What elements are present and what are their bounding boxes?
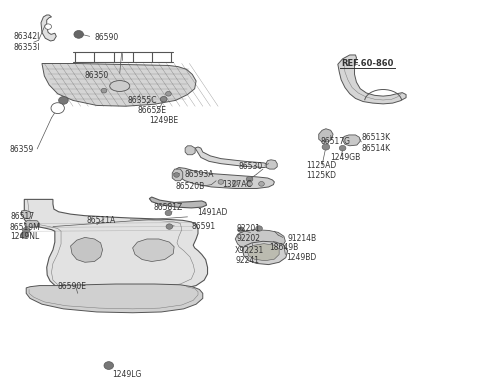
Text: 86591: 86591 [192, 222, 216, 231]
Circle shape [166, 91, 171, 96]
Polygon shape [24, 199, 207, 292]
Circle shape [174, 172, 180, 177]
Text: 86350: 86350 [85, 71, 109, 80]
Circle shape [23, 227, 30, 233]
Text: 86593A: 86593A [184, 170, 214, 179]
Polygon shape [185, 146, 195, 155]
Text: 86517G: 86517G [320, 137, 350, 146]
Text: 86590E: 86590E [58, 282, 87, 291]
Polygon shape [242, 241, 288, 265]
Text: 86519M: 86519M [10, 223, 41, 232]
Text: REF.60-860: REF.60-860 [341, 59, 394, 68]
Circle shape [256, 226, 263, 231]
Text: 1249NL: 1249NL [10, 232, 39, 241]
Text: 18649B: 18649B [270, 244, 299, 253]
Circle shape [104, 362, 114, 369]
Text: 86342I
86353I: 86342I 86353I [13, 32, 40, 52]
Polygon shape [71, 237, 103, 262]
Circle shape [259, 181, 264, 186]
Circle shape [165, 210, 172, 216]
Text: X92231
92241: X92231 92241 [235, 246, 264, 265]
Polygon shape [319, 129, 333, 142]
Text: 86581Z: 86581Z [153, 203, 182, 212]
Circle shape [160, 97, 167, 102]
Text: 1249LG: 1249LG [112, 370, 142, 379]
Circle shape [322, 144, 330, 150]
Circle shape [74, 30, 84, 38]
Text: 1327AC: 1327AC [222, 180, 252, 189]
Text: 86355C: 86355C [128, 96, 157, 105]
Text: 1249GB: 1249GB [331, 153, 361, 162]
Text: 86520B: 86520B [176, 183, 205, 192]
Circle shape [218, 179, 224, 184]
Text: 91214B: 91214B [288, 235, 317, 244]
Polygon shape [149, 197, 206, 208]
Text: 92201
92202: 92201 92202 [237, 224, 261, 243]
Text: 1249BE: 1249BE [149, 117, 179, 126]
Polygon shape [343, 135, 360, 146]
Polygon shape [132, 239, 174, 262]
Polygon shape [172, 169, 183, 181]
Circle shape [238, 227, 244, 232]
Circle shape [21, 232, 28, 238]
Text: 86517: 86517 [11, 212, 35, 221]
Text: 86590: 86590 [95, 32, 119, 41]
Text: 86511A: 86511A [86, 216, 116, 225]
Polygon shape [42, 63, 196, 106]
Polygon shape [338, 55, 406, 104]
Polygon shape [26, 284, 203, 313]
Text: 86530: 86530 [239, 162, 263, 171]
Circle shape [59, 97, 68, 104]
Polygon shape [176, 168, 275, 188]
Text: 1491AD: 1491AD [197, 208, 228, 217]
Polygon shape [195, 147, 269, 168]
Text: 86655E: 86655E [137, 106, 167, 115]
Circle shape [339, 145, 346, 151]
Polygon shape [24, 221, 39, 227]
Text: 1249BD: 1249BD [286, 253, 316, 262]
Polygon shape [266, 160, 277, 169]
Circle shape [232, 181, 238, 185]
Polygon shape [22, 210, 31, 219]
Circle shape [101, 88, 107, 93]
Circle shape [166, 224, 173, 229]
Text: 86513K
86514K: 86513K 86514K [362, 133, 391, 153]
Circle shape [45, 24, 51, 29]
Polygon shape [247, 244, 279, 261]
Ellipse shape [110, 81, 130, 91]
Text: 1125AD
1125KD: 1125AD 1125KD [306, 161, 336, 180]
Text: 86359: 86359 [10, 145, 34, 154]
Polygon shape [41, 15, 56, 41]
Circle shape [246, 176, 253, 182]
Polygon shape [235, 230, 285, 252]
Circle shape [51, 103, 64, 113]
Circle shape [247, 181, 252, 186]
